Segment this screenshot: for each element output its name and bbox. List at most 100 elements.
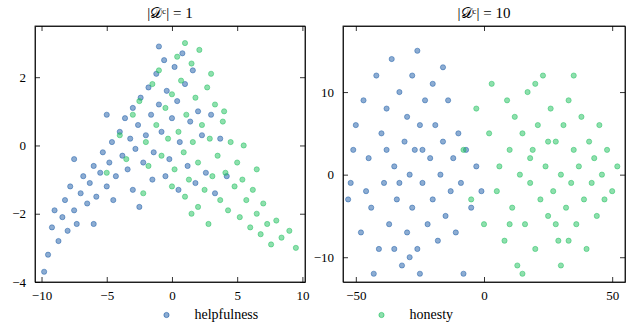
point xyxy=(566,98,571,103)
point xyxy=(195,109,200,114)
point xyxy=(146,163,151,168)
point xyxy=(407,255,412,260)
point xyxy=(52,208,57,213)
point xyxy=(366,156,371,161)
tick xyxy=(42,26,43,31)
tick-mark xyxy=(300,77,305,78)
point xyxy=(392,246,397,251)
point xyxy=(122,116,127,121)
point xyxy=(151,150,156,155)
point xyxy=(130,105,135,110)
point xyxy=(156,44,161,49)
point xyxy=(535,122,540,127)
tick-label: 0 xyxy=(328,167,335,182)
tick xyxy=(484,26,485,31)
point xyxy=(100,150,105,155)
point xyxy=(576,164,581,169)
point xyxy=(581,197,586,202)
point xyxy=(181,150,186,155)
point xyxy=(148,112,153,117)
tick: −4 xyxy=(12,275,40,290)
tick xyxy=(620,257,625,258)
point xyxy=(461,147,466,152)
point xyxy=(417,271,422,276)
point xyxy=(351,147,356,152)
title: |𝒟ᶜ| = 10 xyxy=(458,5,511,21)
point xyxy=(561,122,566,127)
point xyxy=(141,191,146,196)
axis-line xyxy=(35,27,36,283)
y-axis: −4−202 xyxy=(12,27,40,290)
tick-label: 10 xyxy=(296,288,309,303)
point xyxy=(193,180,198,185)
point xyxy=(218,197,223,202)
point xyxy=(215,153,220,158)
plot-frame xyxy=(35,26,305,282)
point xyxy=(389,56,394,61)
point xyxy=(410,73,415,78)
tick-label: −50 xyxy=(346,288,366,303)
point xyxy=(407,172,412,177)
point xyxy=(469,197,474,202)
point xyxy=(189,211,194,216)
point xyxy=(504,98,509,103)
tick-label: −2 xyxy=(12,206,26,221)
tick xyxy=(302,26,303,31)
point xyxy=(128,136,133,141)
point xyxy=(235,160,240,165)
point xyxy=(180,51,185,56)
point xyxy=(438,172,443,177)
x-axis: −50050 xyxy=(344,277,626,303)
point xyxy=(387,222,392,227)
point xyxy=(261,201,266,206)
point xyxy=(159,153,164,158)
point xyxy=(104,184,109,189)
point xyxy=(87,180,92,185)
point xyxy=(287,228,292,233)
point xyxy=(397,180,402,185)
figure: −10−50510−4−202|𝒟ᶜ| = 1helpfulnesshonest… xyxy=(0,0,638,330)
tick: 0 xyxy=(481,277,488,303)
axis-line xyxy=(36,282,306,283)
point xyxy=(137,204,142,209)
x-axis: −10−50510 xyxy=(32,277,310,303)
point xyxy=(78,191,83,196)
point xyxy=(193,95,198,100)
tick-mark xyxy=(35,145,40,146)
tick xyxy=(356,26,357,31)
point xyxy=(433,122,438,127)
point xyxy=(125,167,130,172)
point xyxy=(156,68,161,73)
point xyxy=(85,201,90,206)
point xyxy=(240,177,245,182)
point xyxy=(461,271,466,276)
point xyxy=(520,131,525,136)
point xyxy=(599,172,604,177)
tick-mark xyxy=(356,26,357,31)
tick-mark xyxy=(484,277,485,282)
legend: helpfulnesshonesty xyxy=(164,307,453,322)
point xyxy=(404,230,409,235)
point xyxy=(522,222,527,227)
tick: −5 xyxy=(100,277,114,303)
point xyxy=(594,213,599,218)
point xyxy=(394,197,399,202)
tick-mark xyxy=(612,26,613,31)
point xyxy=(154,122,159,127)
point xyxy=(551,189,556,194)
tick-mark xyxy=(343,257,348,258)
x-axis xyxy=(344,26,626,31)
tick xyxy=(300,282,305,283)
point xyxy=(225,208,230,213)
point xyxy=(74,221,79,226)
point xyxy=(556,238,561,243)
point xyxy=(197,47,202,52)
point xyxy=(254,167,259,172)
point xyxy=(520,271,525,276)
point xyxy=(206,221,211,226)
point xyxy=(448,189,453,194)
tick-mark xyxy=(42,26,43,31)
point xyxy=(274,218,279,223)
point xyxy=(420,147,425,152)
point xyxy=(162,58,167,63)
